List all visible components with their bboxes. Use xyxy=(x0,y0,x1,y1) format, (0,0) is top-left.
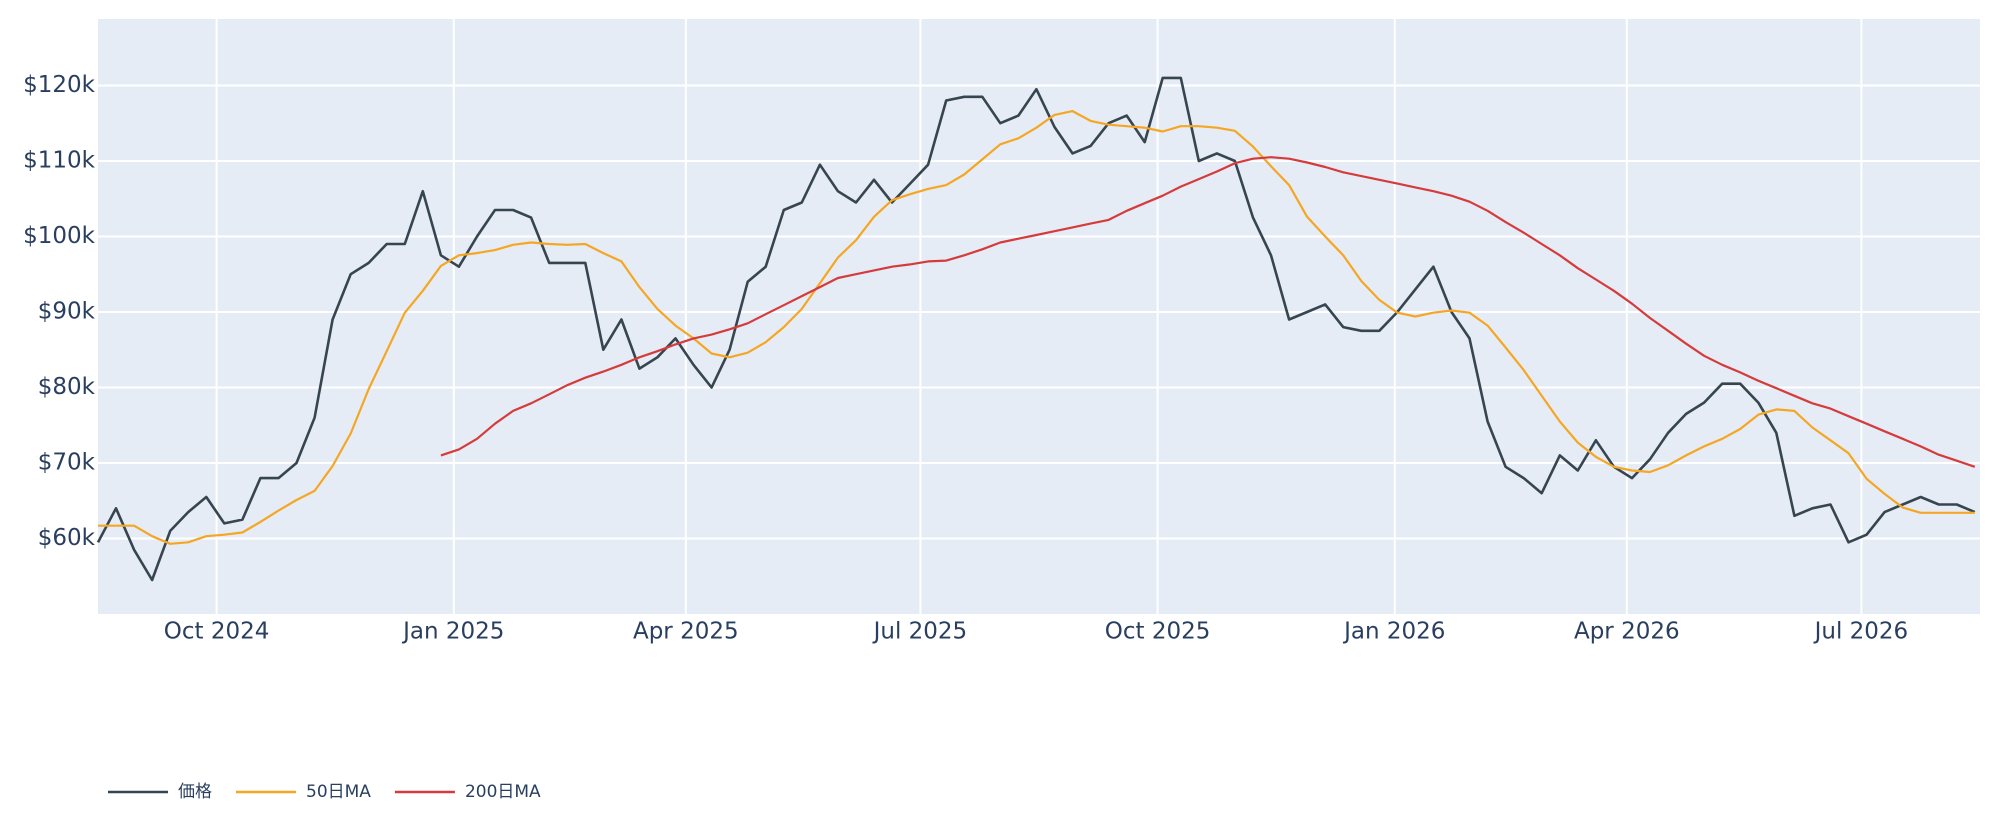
x-tick-label: Jan 2025 xyxy=(401,619,504,645)
y-tick-label: $60k xyxy=(38,525,96,551)
series-line xyxy=(440,156,1976,468)
x-tick-label: Apr 2025 xyxy=(633,619,739,645)
x-tick-label: Jul 2025 xyxy=(872,619,968,645)
legend-label: 50日MA xyxy=(306,782,371,802)
legend-label: 200日MA xyxy=(465,782,541,802)
y-tick-label: $110k xyxy=(23,147,96,173)
y-tick-label: $80k xyxy=(38,374,96,400)
legend-label: 価格 xyxy=(178,782,212,802)
x-tick-label: Apr 2026 xyxy=(1574,619,1680,645)
x-tick-label: Oct 2024 xyxy=(164,619,270,645)
series-line xyxy=(98,110,1975,545)
y-tick-label: $120k xyxy=(23,72,96,98)
plot-area xyxy=(98,19,1980,614)
y-tick-label: $90k xyxy=(38,298,96,324)
x-tick-label: Jan 2026 xyxy=(1342,619,1445,645)
y-tick-label: $70k xyxy=(38,449,96,475)
y-tick-label: $100k xyxy=(23,223,96,249)
x-tick-label: Oct 2025 xyxy=(1105,619,1211,645)
x-tick-label: Jul 2026 xyxy=(1813,619,1909,645)
series-line xyxy=(96,76,1976,582)
